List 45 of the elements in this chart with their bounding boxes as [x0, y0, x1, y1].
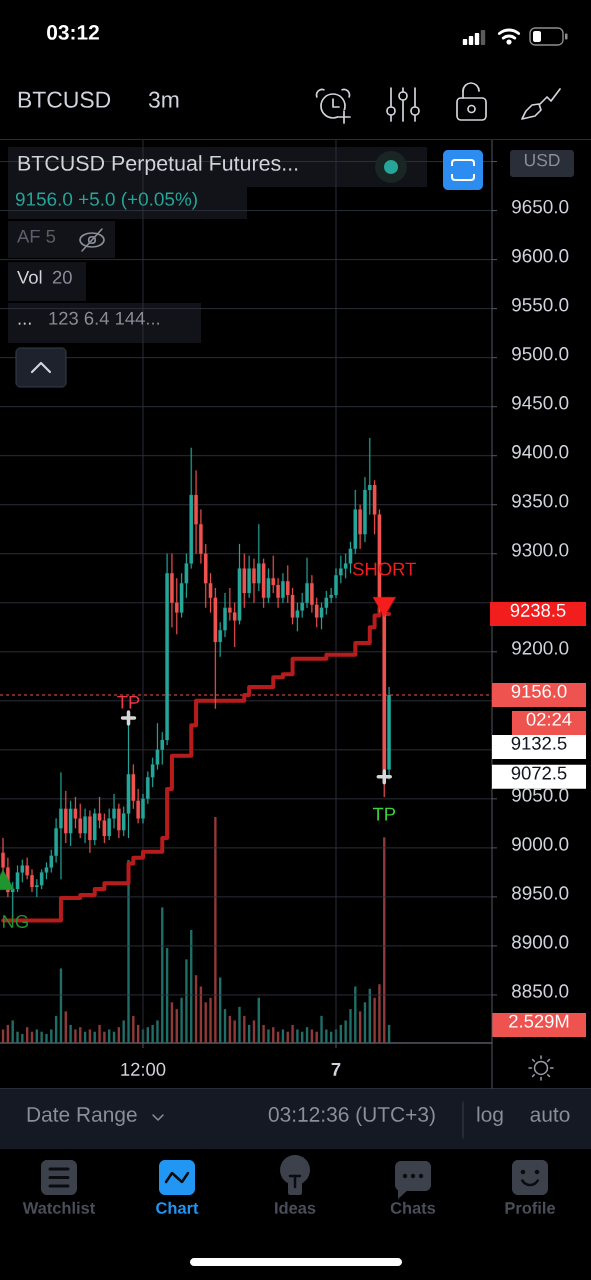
ref-line-label: 9156.0	[511, 684, 567, 698]
text: auto	[530, 1108, 570, 1122]
series-label: NG	[3, 914, 28, 928]
y-tick-label: 9050.0	[512, 788, 569, 802]
annotation: ...	[18, 322, 31, 325]
text: Ideas	[275, 1201, 316, 1214]
text: Chart	[156, 1201, 199, 1214]
x-tick-label: 12:00	[121, 1062, 166, 1076]
text: Watchlist	[22, 1201, 96, 1214]
y-tick-label: 9000.0	[512, 837, 569, 851]
text: 03:12	[47, 25, 99, 40]
y-tick-label: 9200.0	[512, 641, 569, 655]
annotation: 123 6.4 144...	[49, 311, 160, 325]
y-tick-label: 8900.0	[512, 935, 569, 949]
text: 9132.5	[511, 736, 567, 750]
chart-subtitle: 20	[52, 270, 72, 284]
text: 3m	[148, 91, 179, 108]
text: USD	[524, 153, 560, 167]
text: 9156.0 +5.0 (+0.05%)	[15, 191, 197, 210]
text: Chats	[390, 1201, 436, 1214]
text: Date Range	[27, 1107, 137, 1126]
x-tick-label: 7	[331, 1062, 341, 1076]
y-tick-label: 9600.0	[512, 249, 569, 263]
text: 03:12:36 (UTC+3)	[268, 1106, 435, 1126]
y-tick-label: 9450.0	[512, 396, 569, 410]
y-tick-label: 8850.0	[512, 984, 569, 998]
text: log	[477, 1106, 503, 1126]
series-label: TP	[372, 807, 396, 821]
y-tick-label: 9400.0	[512, 445, 569, 459]
y-tick-label: 9550.0	[512, 298, 569, 312]
annotation: AF 5	[17, 229, 56, 243]
annotation: TP	[117, 695, 140, 709]
y-tick-label: 9300.0	[512, 543, 569, 557]
chart-title: Vol	[17, 270, 42, 284]
y-tick-label: 9650.0	[512, 199, 569, 214]
y-tick-label: 8950.0	[512, 886, 569, 900]
y-tick-label: 9500.0	[512, 347, 569, 361]
text: 9238.5	[510, 603, 566, 617]
text: 2.529M	[509, 1014, 569, 1028]
text: 02:24	[526, 712, 572, 726]
y-tick-label: 9350.0	[512, 494, 569, 508]
text: BTCUSD	[18, 91, 111, 108]
text: 9072.5	[511, 766, 567, 780]
text: BTCUSD Perpetual Futures...	[18, 155, 298, 176]
text: Profile	[505, 1201, 556, 1214]
